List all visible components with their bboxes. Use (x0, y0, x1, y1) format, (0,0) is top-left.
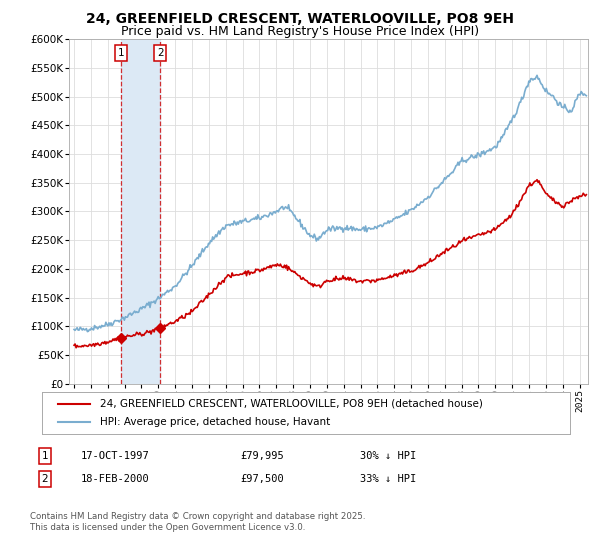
Text: 1: 1 (41, 451, 49, 461)
Text: Price paid vs. HM Land Registry's House Price Index (HPI): Price paid vs. HM Land Registry's House … (121, 25, 479, 38)
Text: 1: 1 (118, 48, 124, 58)
Text: 2: 2 (157, 48, 164, 58)
Bar (121, 39, 160, 384)
Text: 33% ↓ HPI: 33% ↓ HPI (360, 474, 416, 484)
Text: 30% ↓ HPI: 30% ↓ HPI (360, 451, 416, 461)
Text: 24, GREENFIELD CRESCENT, WATERLOOVILLE, PO8 9EH (detached house): 24, GREENFIELD CRESCENT, WATERLOOVILLE, … (100, 399, 483, 409)
Text: 24, GREENFIELD CRESCENT, WATERLOOVILLE, PO8 9EH: 24, GREENFIELD CRESCENT, WATERLOOVILLE, … (86, 12, 514, 26)
Text: 2: 2 (41, 474, 49, 484)
Text: 18-FEB-2000: 18-FEB-2000 (81, 474, 150, 484)
Text: Contains HM Land Registry data © Crown copyright and database right 2025.
This d: Contains HM Land Registry data © Crown c… (30, 512, 365, 532)
Text: £97,500: £97,500 (240, 474, 284, 484)
Text: £79,995: £79,995 (240, 451, 284, 461)
Text: 17-OCT-1997: 17-OCT-1997 (81, 451, 150, 461)
Text: HPI: Average price, detached house, Havant: HPI: Average price, detached house, Hava… (100, 417, 331, 427)
